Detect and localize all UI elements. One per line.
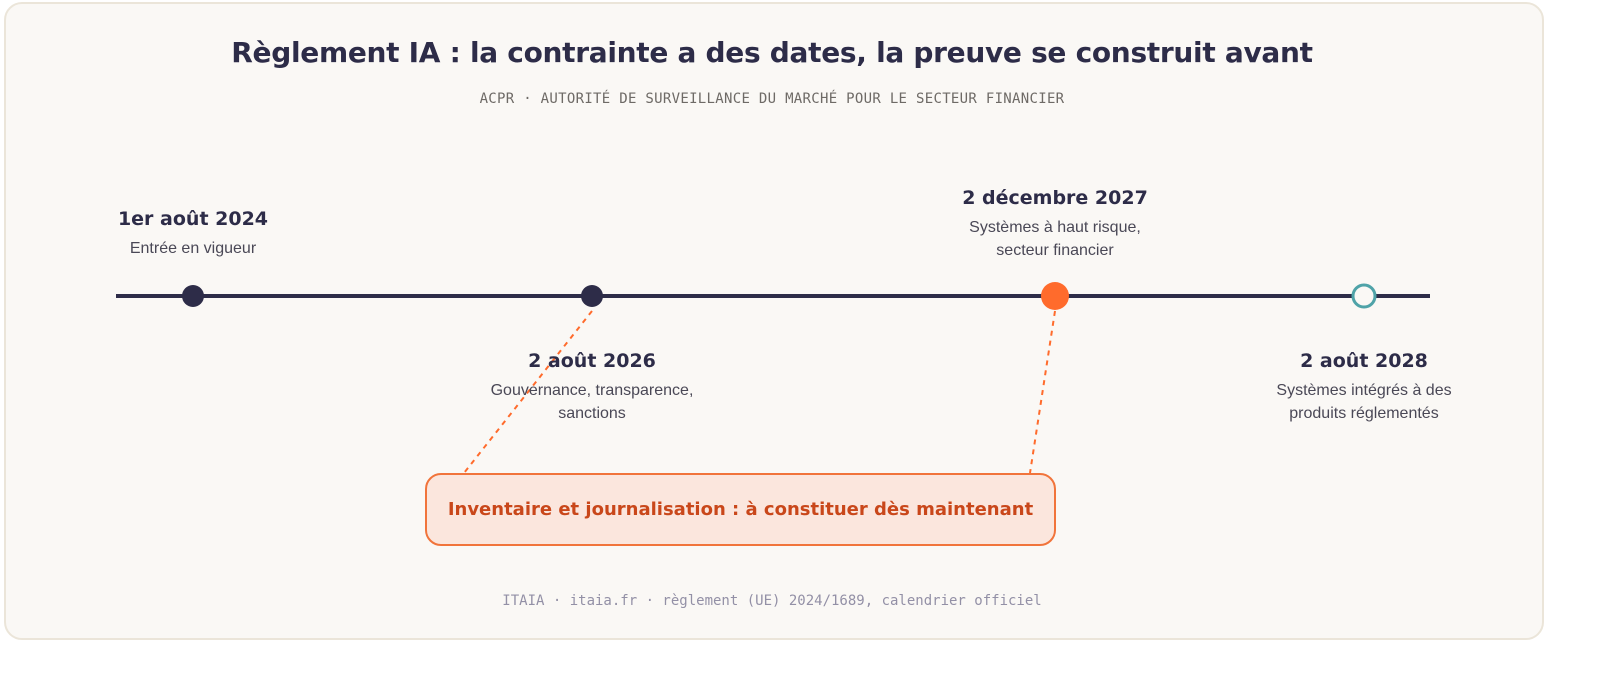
milestone-date: 2 août 2026 xyxy=(528,350,656,372)
milestone-date: 2 août 2028 xyxy=(1300,350,1428,372)
milestone-date: 2 décembre 2027 xyxy=(962,187,1148,209)
footer-source: ITAIA · itaia.fr · règlement (UE) 2024/1… xyxy=(502,593,1042,609)
milestone-description: Entrée en vigueur xyxy=(129,240,257,257)
milestone-date: 1er août 2024 xyxy=(117,208,269,230)
milestone-label-3: 2 décembre 2027 Systèmes à haut risque, … xyxy=(945,187,1165,262)
milestone-description: Systèmes intégrés à des produits régleme… xyxy=(1276,382,1452,422)
callout-box: Inventaire et journalisation : à constit… xyxy=(425,473,1056,546)
milestone-dot-2 xyxy=(581,285,603,307)
page-subtitle: ACPR · AUTORITÉ DE SURVEILLANCE DU MARCH… xyxy=(479,91,1065,107)
connector-line-1 xyxy=(463,310,593,474)
milestone-dot-3 xyxy=(1041,282,1069,310)
page-title: Règlement IA : la contrainte a des dates… xyxy=(231,36,1313,69)
milestone-dot-1 xyxy=(182,285,204,307)
milestone-label-2: 2 août 2026 Gouvernance, transparence, s… xyxy=(482,350,702,425)
milestone-description: Gouvernance, transparence, sanctions xyxy=(490,382,694,422)
milestone-dot-4 xyxy=(1351,283,1377,309)
callout-text: Inventaire et journalisation : à constit… xyxy=(447,499,1034,520)
milestone-label-4: 2 août 2028 Systèmes intégrés à des prod… xyxy=(1264,350,1464,425)
connector-line-2 xyxy=(1029,310,1056,474)
milestone-description: Systèmes à haut risque, secteur financie… xyxy=(969,219,1141,259)
milestone-label-1: 1er août 2024 Entrée en vigueur xyxy=(83,208,303,260)
